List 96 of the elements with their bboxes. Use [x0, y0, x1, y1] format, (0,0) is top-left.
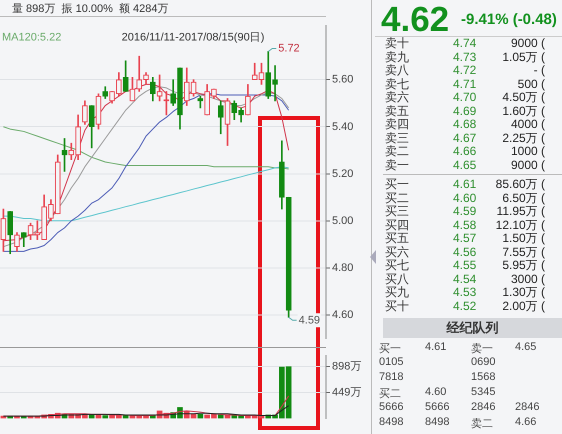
text: 4.73 [453, 50, 478, 64]
text: 3000 ( [510, 272, 545, 286]
text: 4.55 [453, 258, 478, 272]
text: 12.10万 ( [494, 218, 545, 232]
y-tick-label: 449万 [332, 386, 362, 399]
text: 4.74 [453, 36, 478, 50]
text: 卖五 [385, 104, 410, 118]
text: 4.61 [453, 177, 478, 191]
text: 4.50万 ( [501, 90, 545, 104]
y-tick-label: 4.80 [332, 262, 354, 274]
text: 4.67 [453, 130, 478, 144]
y-tick-label: 5.20 [332, 168, 354, 180]
text: 4.65 [453, 158, 478, 172]
category-label: 4.60 [425, 386, 446, 398]
text: 卖三 [385, 130, 410, 144]
y-tick-label: 4.60 [332, 308, 354, 321]
text: 4.66 [453, 144, 478, 158]
candlestick [62, 138, 68, 172]
text: 买三 [385, 204, 410, 218]
category-label: 5666 [379, 401, 404, 413]
text: 买六 [385, 244, 410, 258]
text: 1.60万 ( [501, 104, 545, 118]
annotation: 4.59 [298, 314, 320, 326]
text: 买七 [385, 258, 410, 272]
text: 买二 [385, 190, 410, 204]
text: 4.72 [453, 63, 478, 77]
category-label: 0690 [471, 356, 496, 368]
text: 4.68 [453, 117, 478, 131]
category-label: 4.61 [425, 341, 446, 353]
text: 500 ( [516, 76, 545, 90]
text: 4.70 [453, 90, 478, 104]
text: 买五 [385, 231, 410, 245]
category-label: 2846 [515, 401, 540, 413]
category-label: 7818 [379, 371, 404, 383]
text: 4.59 [453, 204, 478, 218]
text: 2016/11/11-2017/08/15(90日) [122, 32, 264, 44]
text: 7.55万 ( [501, 244, 545, 258]
category-label: 4.65 [515, 341, 536, 353]
category-label: 1568 [471, 371, 496, 383]
text: 卖八 [385, 63, 410, 77]
text: 卖六 [385, 90, 410, 104]
text: 卖九 [385, 50, 410, 64]
text: 9000 ( [510, 158, 545, 172]
text: 卖二 [385, 144, 410, 158]
category-label: 卖二 [471, 417, 493, 431]
text: 4.53 [453, 285, 478, 299]
text: 5.95万 ( [501, 258, 545, 272]
category-label: 0105 [379, 356, 404, 368]
y-tick-label: 898万 [332, 360, 362, 373]
text: 量 898万 振 10.00% 额 4284万 [12, 2, 169, 16]
category-label: 5666 [425, 401, 450, 413]
y-tick-label: 5.60 [332, 74, 354, 86]
text: 卖七 [385, 76, 410, 90]
text: 4.60 [453, 190, 478, 204]
text: 85.60万 ( [494, 177, 545, 191]
text: 4.58 [453, 218, 478, 232]
text: 经纪队列 [383, 318, 562, 338]
text: 买九 [385, 285, 410, 299]
text: 4.56 [453, 244, 478, 258]
text: 1.50万 ( [501, 231, 545, 245]
category-label: 8498 [425, 416, 450, 428]
text: 4.57 [453, 231, 478, 245]
text: -9.41% (-0.48) [461, 11, 557, 28]
text: 6.50万 ( [501, 190, 545, 204]
category-label: 5345 [471, 386, 496, 398]
text: 卖十 [385, 36, 410, 50]
category-label: 卖一 [471, 342, 493, 356]
text: 9000 ( [510, 36, 545, 50]
text: 4.71 [453, 76, 478, 90]
text: 4.52 [453, 298, 478, 312]
text: 4.69 [453, 104, 478, 118]
text: 1.05万 ( [501, 50, 545, 64]
text: 买一 [385, 177, 410, 191]
text: 卖一 [385, 158, 410, 172]
category-label: 4.66 [515, 416, 536, 428]
text: 2.00万 ( [501, 298, 545, 312]
bar [102, 415, 108, 418]
text: - ( [532, 63, 545, 77]
annotation: 5.72 [278, 42, 300, 54]
text: 买八 [385, 272, 410, 286]
category-label: 2846 [471, 401, 496, 413]
text: 4.54 [453, 272, 478, 286]
text: MA120:5.22 [2, 32, 62, 44]
text: 买四 [385, 218, 410, 232]
text: 1000 ( [510, 144, 545, 158]
text: 11.95万 ( [496, 204, 545, 218]
text: 4000 ( [510, 117, 545, 131]
text: 2.25万 ( [501, 130, 545, 144]
category-label: 买一 [379, 342, 401, 356]
y-tick-label: 5.40 [332, 120, 354, 133]
text: 卖四 [385, 117, 410, 131]
y-tick-label: 5.00 [332, 214, 354, 227]
category-label: 买二 [379, 387, 401, 401]
text: 1.30万 ( [501, 285, 545, 299]
text: 买十 [385, 298, 410, 312]
category-label: 8498 [379, 416, 404, 428]
